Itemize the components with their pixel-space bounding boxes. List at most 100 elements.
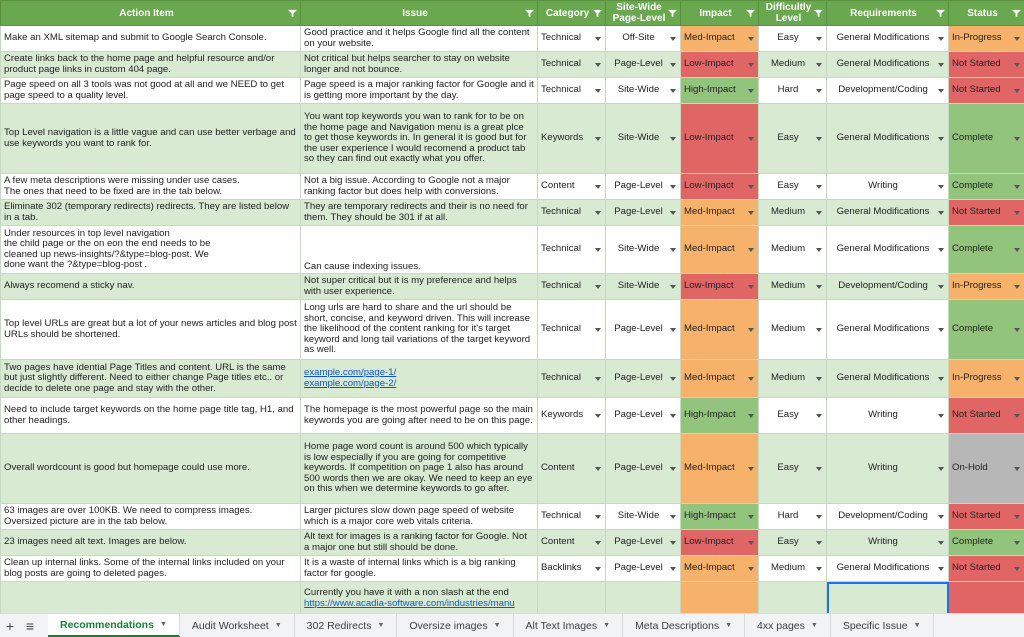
category-dropdown[interactable]: Technical	[537, 77, 606, 104]
col-header-action-item[interactable]: Action Item	[0, 0, 301, 26]
dropdown-arrow-icon[interactable]	[595, 88, 601, 93]
dropdown-arrow-icon[interactable]	[670, 36, 676, 41]
status-dropdown[interactable]: Complete	[948, 173, 1024, 200]
action-item-cell[interactable]: A few meta descriptions were missing und…	[0, 173, 301, 200]
category-dropdown[interactable]: Technical	[537, 359, 606, 398]
category-dropdown[interactable]: Technical	[537, 273, 606, 300]
dropdown-arrow-icon[interactable]	[816, 327, 822, 332]
action-item-cell[interactable]: 23 images need alt text. Images are belo…	[0, 529, 301, 556]
action-item-cell[interactable]: Under resources in top level navigation …	[0, 225, 301, 274]
scope-dropdown[interactable]	[605, 581, 681, 613]
dropdown-arrow-icon[interactable]	[816, 36, 822, 41]
col-header-issue[interactable]: Issue	[300, 0, 538, 26]
category-dropdown[interactable]: Technical	[537, 503, 606, 530]
dropdown-arrow-icon[interactable]	[595, 466, 601, 471]
category-dropdown[interactable]: Technical	[537, 225, 606, 274]
tab-audit-worksheet[interactable]: Audit Worksheet ▼	[180, 614, 295, 637]
filter-icon[interactable]	[593, 9, 602, 18]
tab-meta-descriptions[interactable]: Meta Descriptions ▼	[623, 614, 746, 637]
dropdown-arrow-icon[interactable]	[1014, 466, 1020, 471]
dropdown-arrow-icon[interactable]	[595, 327, 601, 332]
dropdown-arrow-icon[interactable]	[748, 284, 754, 289]
scope-dropdown[interactable]: Page-Level	[605, 51, 681, 78]
dropdown-arrow-icon[interactable]	[938, 540, 944, 545]
issue-cell[interactable]: Not super critical but it is my preferen…	[300, 273, 538, 300]
dropdown-arrow-icon[interactable]	[670, 136, 676, 141]
category-dropdown[interactable]: Backlinks	[537, 555, 606, 582]
dropdown-arrow-icon[interactable]	[670, 247, 676, 252]
dropdown-arrow-icon[interactable]	[938, 210, 944, 215]
scope-dropdown[interactable]: Off-Site	[605, 25, 681, 52]
dropdown-arrow-icon[interactable]	[670, 88, 676, 93]
dropdown-arrow-icon[interactable]	[748, 184, 754, 189]
requirements-dropdown[interactable]: Writing	[826, 173, 949, 200]
dropdown-arrow-icon[interactable]	[595, 376, 601, 381]
impact-dropdown[interactable]: Med-Impact	[680, 359, 759, 398]
dropdown-arrow-icon[interactable]	[748, 540, 754, 545]
impact-dropdown[interactable]: High-Impact	[680, 397, 759, 434]
requirements-dropdown[interactable]: General Modifications	[826, 299, 949, 360]
issue-cell[interactable]: Long urls are hard to share and the url …	[300, 299, 538, 360]
dropdown-arrow-icon[interactable]	[595, 36, 601, 41]
issue-cell[interactable]: It is a waste of internal links which is…	[300, 555, 538, 582]
action-item-cell[interactable]: Eliminate 302 (temporary redirects) redi…	[0, 199, 301, 226]
category-dropdown[interactable]: Technical	[537, 199, 606, 226]
impact-dropdown[interactable]: Low-Impact	[680, 51, 759, 78]
tab-recommendations[interactable]: Recommendations ▼	[48, 614, 180, 637]
dropdown-arrow-icon[interactable]	[938, 284, 944, 289]
category-dropdown[interactable]: Technical	[537, 25, 606, 52]
difficulty-dropdown[interactable]: Medium	[758, 273, 827, 300]
dropdown-arrow-icon[interactable]	[748, 466, 754, 471]
impact-dropdown[interactable]: Med-Impact	[680, 199, 759, 226]
action-item-cell[interactable]: Always recomend a sticky nav.	[0, 273, 301, 300]
dropdown-arrow-icon[interactable]	[595, 247, 601, 252]
dropdown-arrow-icon[interactable]	[1014, 88, 1020, 93]
requirements-dropdown[interactable]: General Modifications	[826, 51, 949, 78]
issue-link[interactable]: example.com/page-1/	[304, 367, 397, 378]
action-item-cell[interactable]: 63 images are over 100KB. We need to com…	[0, 503, 301, 530]
dropdown-arrow-icon[interactable]	[816, 88, 822, 93]
issue-cell[interactable]: Home page word count is around 500 which…	[300, 433, 538, 504]
dropdown-arrow-icon[interactable]	[1014, 514, 1020, 519]
difficulty-dropdown[interactable]: Easy	[758, 397, 827, 434]
status-dropdown[interactable]: Complete	[948, 103, 1024, 174]
status-dropdown[interactable]: In-Progress	[948, 359, 1024, 398]
scope-dropdown[interactable]: Page-Level	[605, 359, 681, 398]
filter-icon[interactable]	[1012, 9, 1021, 18]
action-item-cell[interactable]: Need to include target keywords on the h…	[0, 397, 301, 434]
scope-dropdown[interactable]: Page-Level	[605, 433, 681, 504]
dropdown-arrow-icon[interactable]	[595, 184, 601, 189]
requirements-dropdown[interactable]: Development/Coding	[826, 77, 949, 104]
category-dropdown[interactable]	[537, 581, 606, 613]
difficulty-dropdown[interactable]: Medium	[758, 555, 827, 582]
dropdown-arrow-icon[interactable]	[1014, 247, 1020, 252]
dropdown-arrow-icon[interactable]	[748, 62, 754, 67]
filter-icon[interactable]	[746, 9, 755, 18]
tab-302-redirects[interactable]: 302 Redirects ▼	[295, 614, 398, 637]
col-header-difficulty[interactable]: Difficultly Level	[758, 0, 827, 26]
issue-link[interactable]: https://www.acadia-software.com/industri…	[304, 597, 515, 609]
dropdown-arrow-icon[interactable]	[816, 566, 822, 571]
requirements-dropdown[interactable]: General Modifications	[826, 25, 949, 52]
dropdown-arrow-icon[interactable]	[670, 566, 676, 571]
dropdown-arrow-icon[interactable]	[670, 376, 676, 381]
difficulty-dropdown[interactable]: Medium	[758, 51, 827, 78]
category-dropdown[interactable]: Technical	[537, 51, 606, 78]
requirements-dropdown[interactable]: General Modifications	[826, 555, 949, 582]
difficulty-dropdown[interactable]: Easy	[758, 173, 827, 200]
filter-icon[interactable]	[936, 9, 945, 18]
tab-oversize-images[interactable]: Oversize images ▼	[397, 614, 514, 637]
dropdown-arrow-icon[interactable]	[816, 466, 822, 471]
requirements-dropdown[interactable]: Development/Coding	[826, 273, 949, 300]
requirements-dropdown[interactable]: Writing	[826, 397, 949, 434]
impact-dropdown[interactable]: Med-Impact	[680, 555, 759, 582]
scope-dropdown[interactable]: Site-Wide	[605, 225, 681, 274]
status-dropdown[interactable]: On-Hold	[948, 433, 1024, 504]
scope-dropdown[interactable]: Site-Wide	[605, 503, 681, 530]
status-dropdown[interactable]: In-Progress	[948, 273, 1024, 300]
difficulty-dropdown[interactable]: Easy	[758, 103, 827, 174]
difficulty-dropdown[interactable]	[758, 581, 827, 613]
status-dropdown[interactable]: Not Started	[948, 51, 1024, 78]
status-dropdown[interactable]: Complete	[948, 225, 1024, 274]
dropdown-arrow-icon[interactable]	[938, 413, 944, 418]
